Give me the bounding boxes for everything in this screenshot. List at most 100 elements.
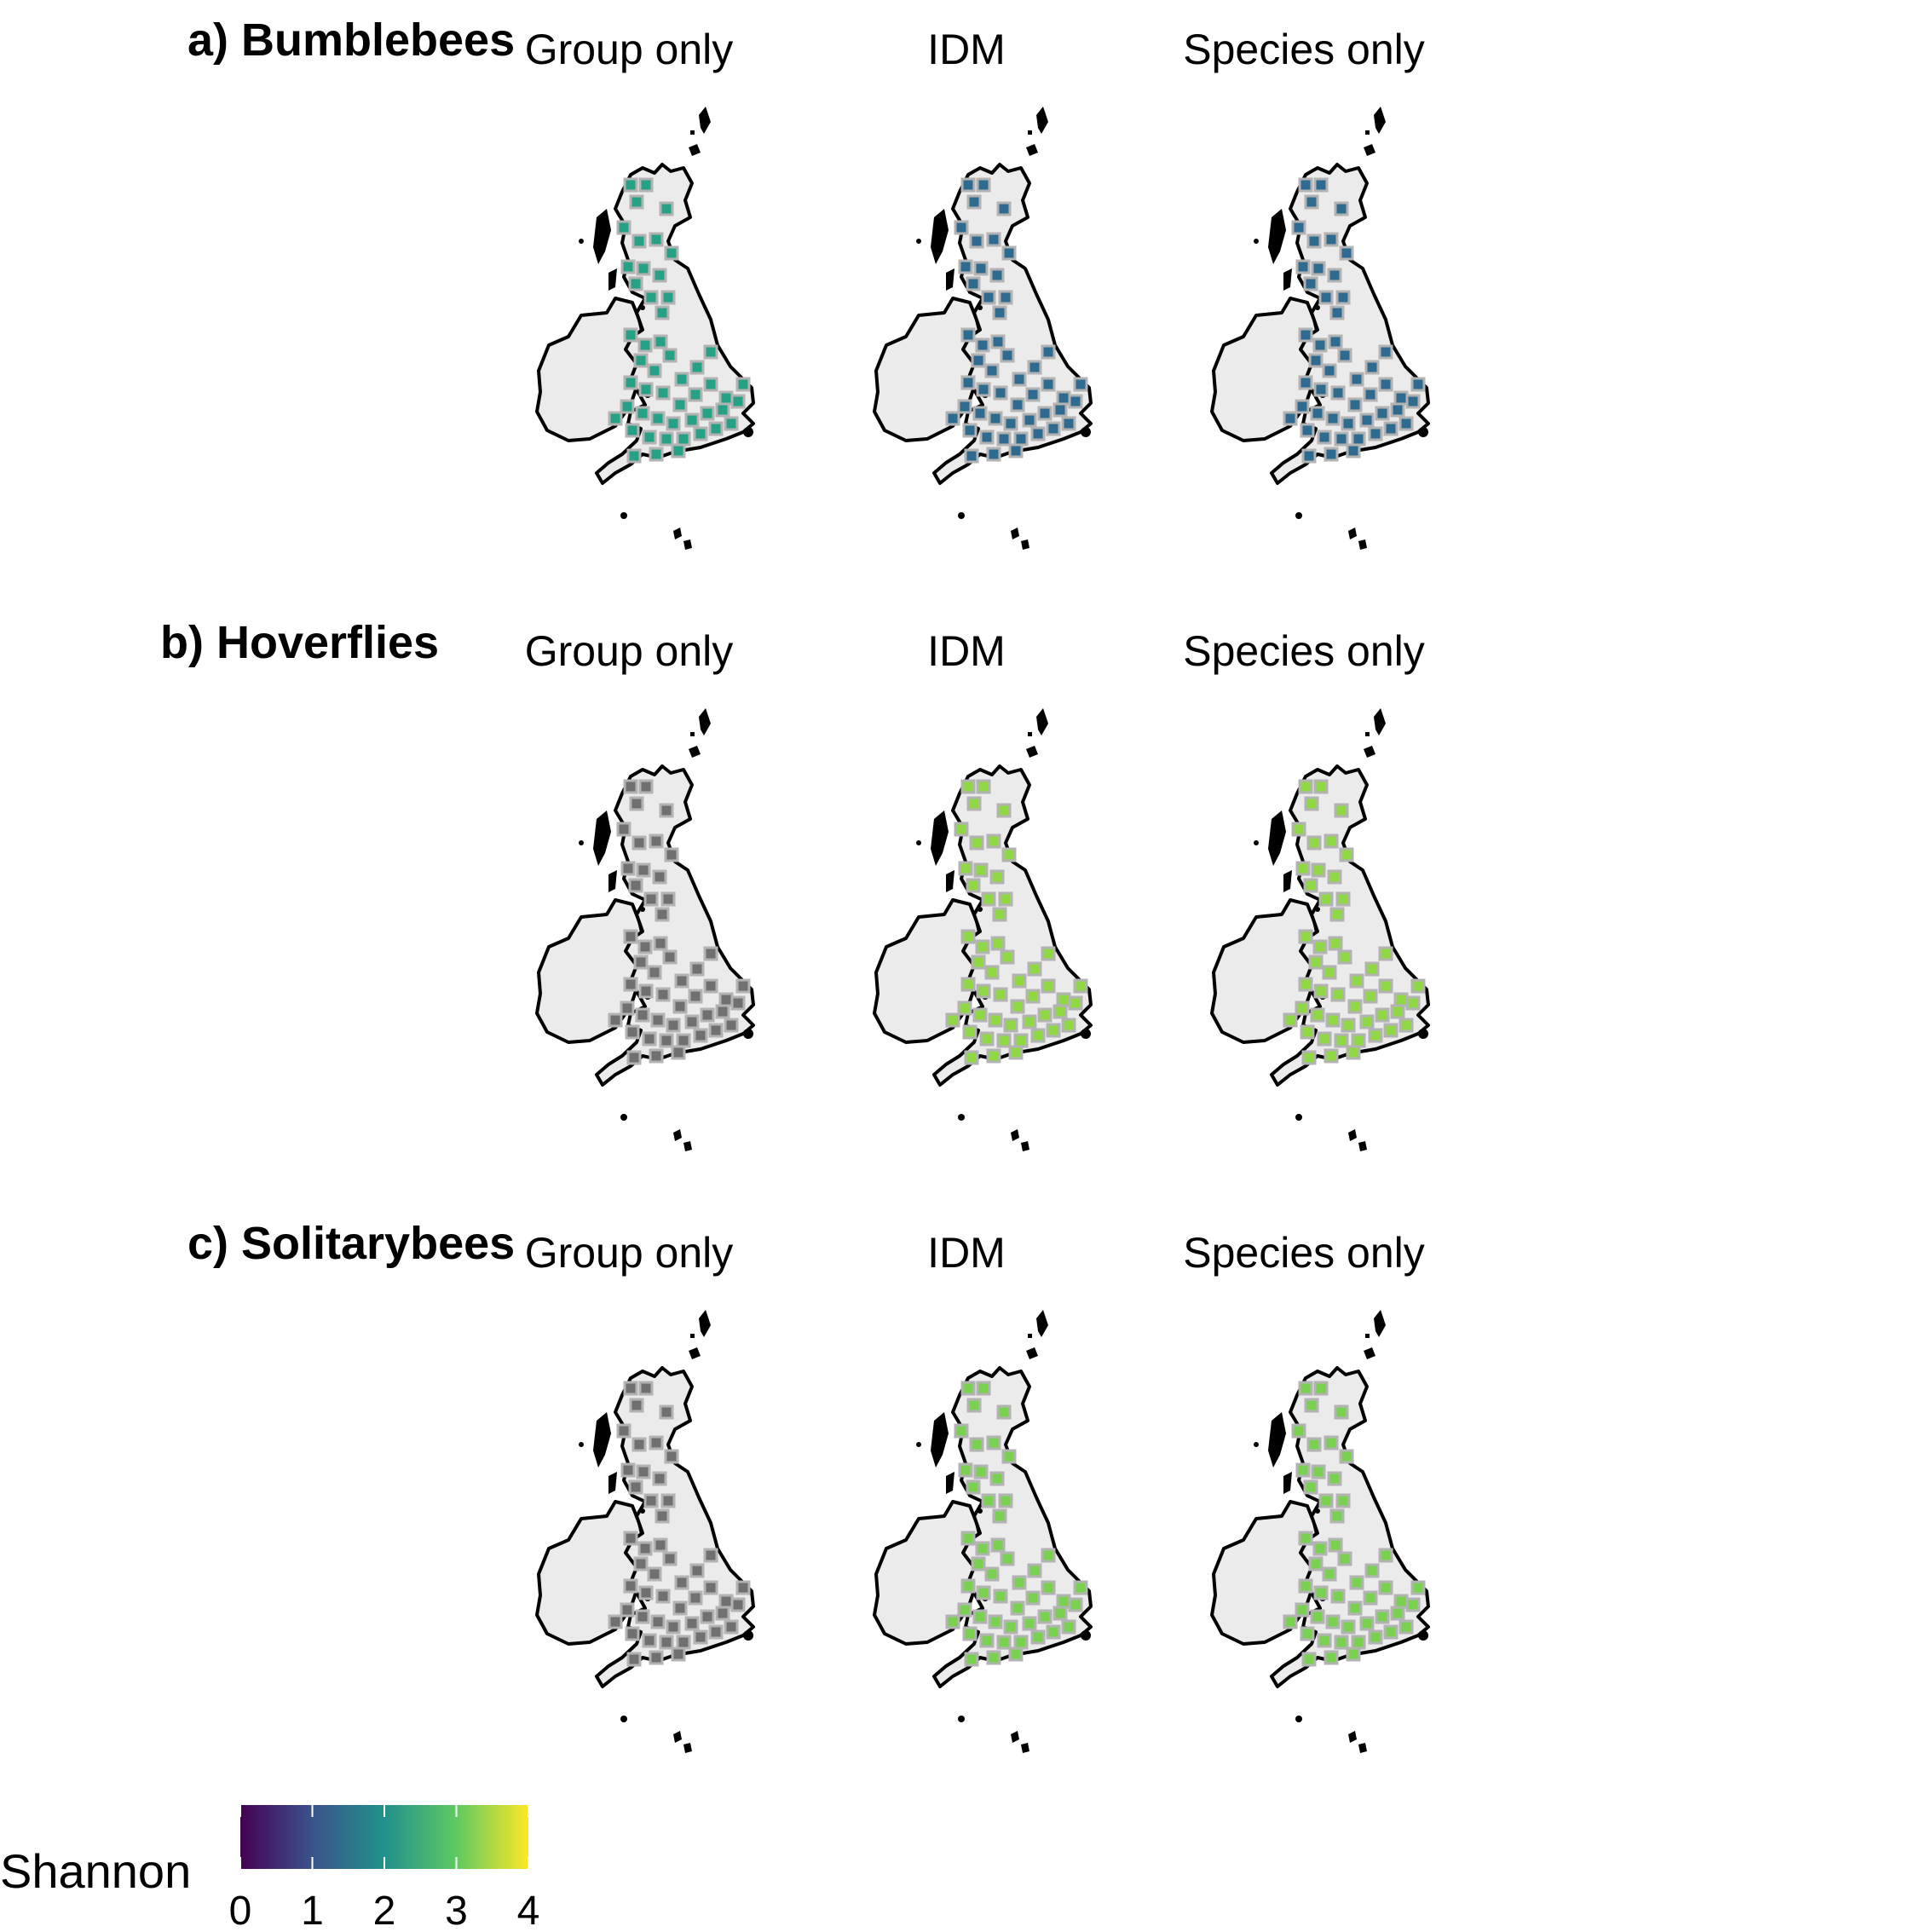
grid-cell (689, 961, 705, 977)
grid-cell (1337, 949, 1352, 965)
grid-cell (676, 1033, 691, 1048)
grid-cell (674, 1575, 689, 1590)
grid-cell (971, 1556, 986, 1572)
grid-cell (735, 377, 751, 392)
grid-cell (989, 268, 1005, 283)
grid-cell (1041, 344, 1056, 360)
grid-cell (1304, 1398, 1319, 1413)
grid-cell (993, 1589, 1008, 1604)
row-title: c) Solitarybees (187, 1218, 515, 1269)
grid-cell (1346, 443, 1361, 458)
grid-cell (1022, 1616, 1037, 1631)
grid-cell (1283, 1614, 1298, 1629)
grid-cell (629, 1398, 644, 1413)
grid-cell (1337, 348, 1352, 363)
grid-cell (1378, 377, 1393, 392)
grid-cell (1298, 779, 1313, 794)
grid-cell (1335, 891, 1351, 907)
grid-cell (1283, 1012, 1298, 1028)
grid-cell (1378, 1548, 1393, 1563)
grid-cell (996, 803, 1012, 818)
grid-cell (1022, 1014, 1037, 1029)
grid-cell (969, 234, 984, 249)
grid-cell (1027, 1563, 1042, 1578)
grid-cell (998, 1493, 1013, 1508)
grid-cell (1295, 399, 1310, 414)
grid-cell (1329, 907, 1345, 922)
grid-cell (688, 989, 703, 1004)
grid-cell (1012, 973, 1027, 989)
grid-cell (643, 891, 659, 907)
grid-cell (1003, 416, 1018, 431)
grid-cell (1053, 402, 1068, 418)
grid-cell (638, 983, 654, 999)
grid-cell (1378, 344, 1393, 360)
grid-cell (971, 353, 986, 368)
grid-cell (1295, 1462, 1311, 1478)
grid-cell (1383, 421, 1399, 436)
grid-cell (964, 1050, 979, 1065)
grid-cell (1025, 989, 1041, 1004)
grid-cell (1313, 983, 1329, 999)
grid-cell (1030, 1629, 1046, 1645)
grid-cell (653, 334, 668, 349)
grid-cell (989, 869, 1005, 885)
basemap (1210, 706, 1430, 1153)
grid-cell (972, 1007, 988, 1023)
basemap (873, 706, 1093, 1153)
grid-cell (636, 261, 651, 276)
grid-cell (671, 1647, 686, 1662)
grid-cell (660, 290, 676, 305)
grid-cell (659, 1635, 674, 1650)
grid-cell (1298, 327, 1313, 343)
grid-cell (975, 337, 990, 353)
grid-cell (1008, 443, 1024, 458)
grid-cell (623, 327, 638, 343)
grid-cell (659, 1404, 674, 1420)
grid-cell (730, 1597, 746, 1612)
grid-cell (1295, 1001, 1310, 1016)
grid-cell (1410, 1580, 1426, 1595)
grid-cell (1303, 276, 1318, 291)
grid-cell (958, 1462, 973, 1478)
grid-cell (1295, 1602, 1310, 1618)
grid-cell (1334, 1033, 1349, 1048)
grid-cell (1025, 387, 1041, 402)
grid-cell (960, 929, 976, 944)
grid-cell (960, 1531, 976, 1546)
grid-cell (703, 377, 718, 392)
grid-cell (976, 1381, 991, 1396)
grid-cell (1041, 978, 1056, 994)
map-panel (873, 1308, 1093, 1755)
grid-cell (1359, 1616, 1375, 1631)
grid-cell (1364, 961, 1380, 977)
legend-ticks: 0 1 2 3 4 (229, 1805, 539, 1932)
grid-cell (724, 1619, 739, 1635)
grid-cell (1027, 961, 1042, 977)
grid-cell (637, 939, 653, 954)
panel-title: Species only (1183, 26, 1425, 73)
grid-cell (1347, 999, 1363, 1014)
grid-cell (655, 305, 670, 320)
grid-cell (1001, 1449, 1017, 1464)
grid-cell (1310, 1609, 1325, 1624)
grid-cell (1399, 1619, 1414, 1635)
grid-cell (700, 1007, 715, 1023)
grid-cell (1359, 1014, 1375, 1029)
grid-cell (633, 353, 649, 368)
grid-cell (724, 416, 739, 431)
grid-cell (1393, 992, 1409, 1007)
grid-cell (975, 1541, 990, 1556)
grid-cell (688, 387, 703, 402)
grid-cell (642, 430, 657, 445)
grid-cell (975, 939, 990, 954)
grid-cell (958, 259, 973, 274)
row-title: a) Bumblebees (187, 14, 515, 66)
grid-cell (1405, 1597, 1421, 1612)
grid-cell (1410, 978, 1426, 994)
grid-cell (1317, 1633, 1332, 1648)
grid-cell (1339, 245, 1354, 261)
grid-cell (1300, 1024, 1315, 1040)
grid-cell (616, 220, 632, 235)
grid-cell (608, 1012, 623, 1028)
